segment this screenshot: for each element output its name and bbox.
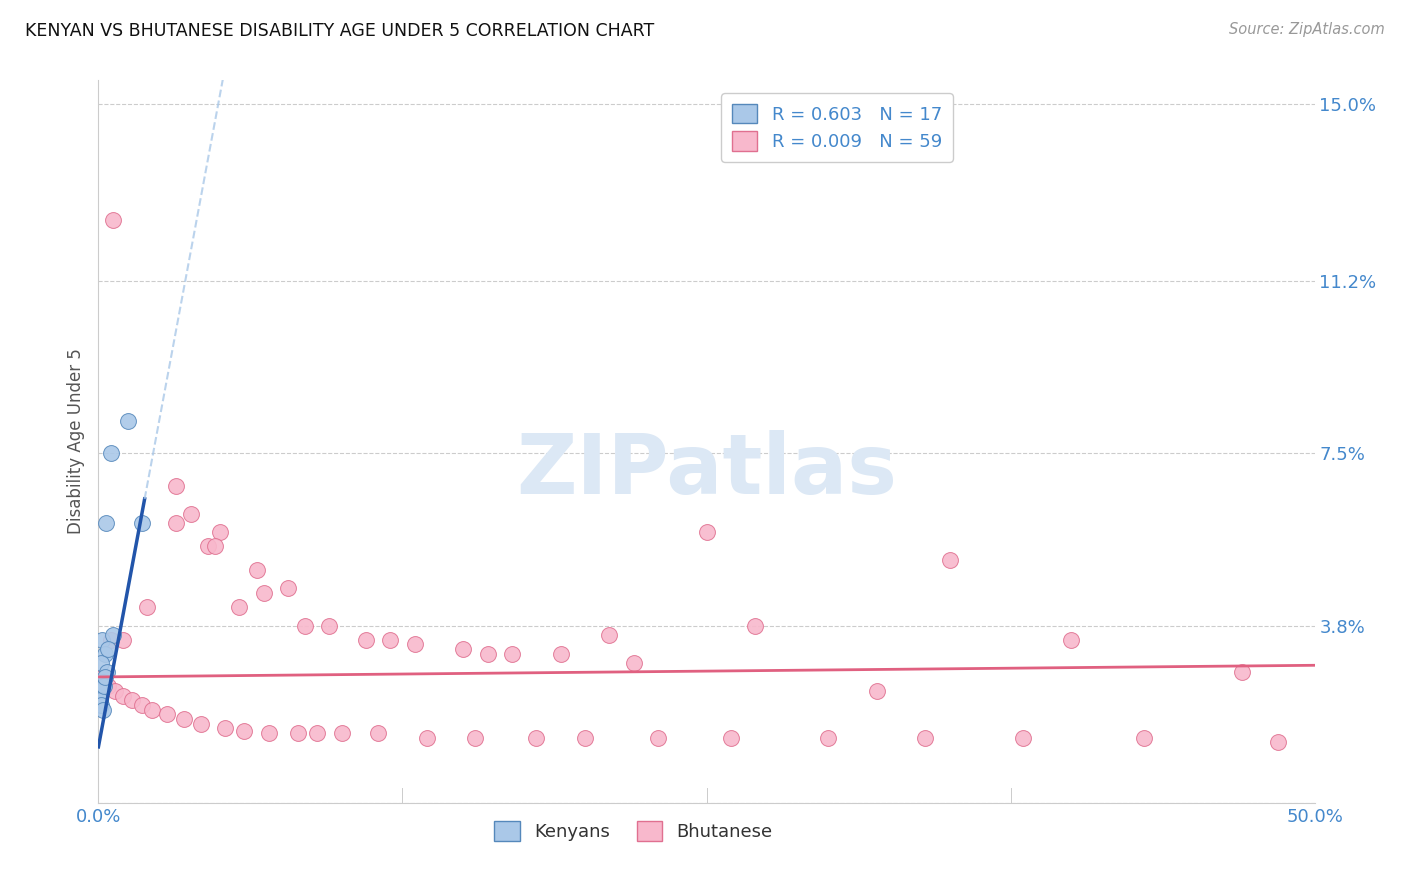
Y-axis label: Disability Age Under 5: Disability Age Under 5 (66, 349, 84, 534)
Point (121, 693, 143, 707)
Point (598, 628, 620, 642)
Point (104, 684, 127, 698)
Point (204, 540, 226, 554)
Point (277, 582, 299, 596)
Point (100, 446, 122, 460)
Point (744, 618, 766, 632)
Point (91, 674, 114, 689)
Point (97, 642, 120, 657)
Point (165, 516, 187, 530)
Point (817, 731, 839, 745)
Point (294, 618, 316, 632)
Point (209, 525, 232, 540)
Point (1011, 731, 1033, 745)
Point (307, 726, 329, 740)
Point (96, 665, 118, 680)
Point (318, 618, 340, 632)
Point (1060, 632, 1083, 647)
Point (501, 647, 523, 661)
Text: ZIPatlas: ZIPatlas (516, 430, 897, 511)
Point (214, 721, 236, 735)
Point (90, 698, 112, 712)
Point (233, 723, 256, 738)
Point (866, 684, 889, 698)
Point (623, 656, 645, 670)
Point (330, 726, 353, 740)
Point (94, 670, 117, 684)
Point (477, 647, 499, 661)
Point (173, 712, 195, 726)
Point (696, 525, 718, 540)
Point (914, 731, 936, 745)
Point (354, 632, 377, 647)
Point (155, 707, 177, 722)
Point (416, 731, 439, 745)
Point (287, 726, 309, 740)
Point (165, 479, 187, 493)
Point (1230, 665, 1253, 680)
Point (117, 413, 139, 427)
Point (91, 702, 114, 716)
Point (111, 632, 134, 647)
Point (91, 670, 114, 684)
Text: Source: ZipAtlas.com: Source: ZipAtlas.com (1229, 22, 1385, 37)
Point (190, 716, 212, 731)
Point (93, 647, 115, 661)
Point (574, 731, 596, 745)
Point (245, 563, 267, 577)
Point (453, 642, 475, 657)
Point (91, 632, 114, 647)
Point (94, 516, 117, 530)
Point (647, 731, 669, 745)
Point (131, 516, 153, 530)
Point (131, 698, 153, 712)
Point (257, 726, 280, 740)
Point (367, 726, 389, 740)
Point (90, 656, 112, 670)
Text: KENYAN VS BHUTANESE DISABILITY AGE UNDER 5 CORRELATION CHART: KENYAN VS BHUTANESE DISABILITY AGE UNDER… (25, 22, 655, 40)
Point (89, 693, 111, 707)
Point (136, 600, 159, 615)
Point (100, 632, 122, 647)
Point (197, 540, 219, 554)
Point (1267, 735, 1289, 749)
Point (720, 731, 742, 745)
Point (404, 637, 426, 651)
Point (939, 553, 962, 567)
Point (180, 507, 202, 521)
Point (464, 731, 486, 745)
Point (380, 632, 402, 647)
Point (141, 702, 163, 716)
Point (89, 684, 111, 698)
Point (101, 213, 124, 227)
Point (228, 600, 250, 615)
Point (253, 586, 276, 600)
Point (550, 647, 572, 661)
Legend: Kenyans, Bhutanese: Kenyans, Bhutanese (486, 814, 780, 848)
Point (93, 679, 115, 693)
Point (524, 731, 547, 745)
Point (101, 628, 124, 642)
Point (97, 679, 120, 693)
Point (111, 689, 134, 703)
Point (1133, 731, 1156, 745)
